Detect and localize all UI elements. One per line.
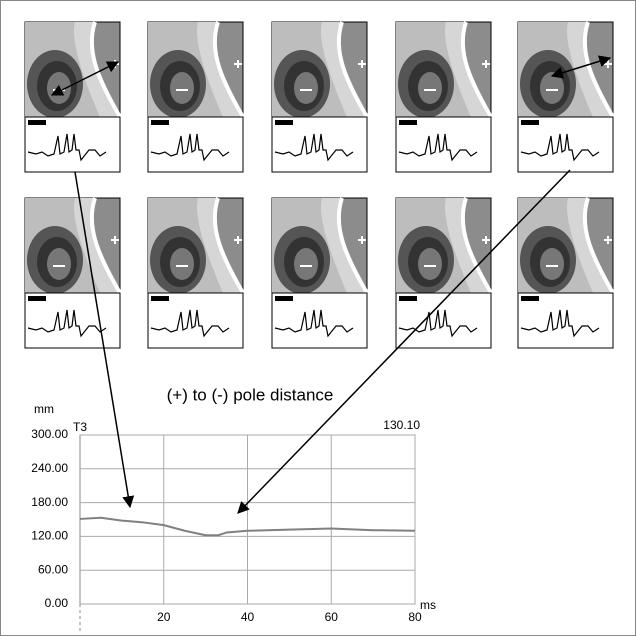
annotation: T3 [73,420,87,434]
data-line [79,516,416,537]
y-tick-label: 120.00 [31,529,68,543]
x-tick-label: 20 [157,610,171,624]
chart-title: (+) to (-) pole distance [167,385,334,404]
arrow [74,171,135,509]
x-axis-label: ms [420,598,436,612]
x-tick-label: 60 [325,610,339,624]
y-tick-label: 60.00 [38,562,68,576]
y-tick-label: 240.00 [31,461,68,475]
plot: 0.00 60.00 120.00 180.00 240.00 300.00 20 40 60 8… [31,427,422,634]
arrow [237,169,571,514]
map-grid [23,20,615,350]
x-tick-label: 80 [408,610,422,624]
y-tick-label: 180.00 [31,495,68,509]
annotation: 130.10 [383,418,420,432]
x-tick-label: 40 [241,610,255,624]
y-axis-label: mm [34,402,54,416]
y-tick-label: 300.00 [31,427,68,441]
y-tick-label: 0.00 [45,596,69,610]
